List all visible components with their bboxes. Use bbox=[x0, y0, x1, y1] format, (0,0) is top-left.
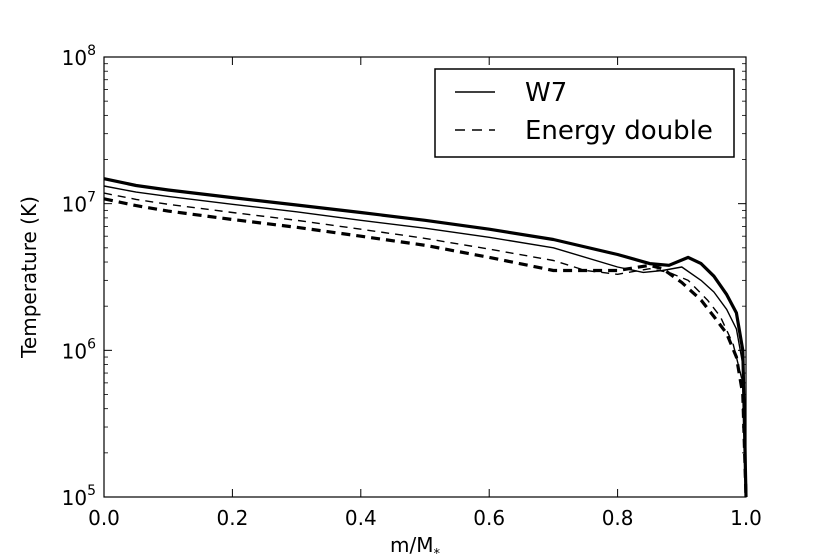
plot-area-frame bbox=[103, 56, 747, 498]
x-axis-label: m/M* bbox=[390, 533, 440, 554]
series-line-w7-thick bbox=[103, 177, 748, 498]
x-tick-label: 0.8 bbox=[602, 506, 634, 530]
x-tick-label: 1.0 bbox=[730, 506, 762, 530]
y-tick-label: 106 bbox=[62, 336, 96, 363]
x-tick-label: 0.2 bbox=[216, 506, 248, 530]
series-line-w7-thin bbox=[103, 185, 747, 498]
series-line-energy-double-thin bbox=[103, 192, 747, 498]
y-tick-label: 105 bbox=[62, 483, 96, 510]
series-layer bbox=[103, 177, 748, 498]
x-tick-label: 0.6 bbox=[473, 506, 505, 530]
x-tick-label: 0.0 bbox=[88, 506, 120, 530]
ticks-layer: 0.0 0.2 0.4 0.6 0.8 1.0 105 106 107 108 bbox=[62, 43, 762, 530]
y-axis-label: Temperature (K) bbox=[17, 196, 41, 359]
legend-label-w7: W7 bbox=[525, 78, 567, 108]
x-tick-label: 0.4 bbox=[345, 506, 377, 530]
legend: W7 Energy double bbox=[434, 68, 735, 158]
legend-label-energy-double: Energy double bbox=[525, 116, 713, 146]
y-tick-label: 108 bbox=[62, 43, 96, 70]
y-tick-label: 107 bbox=[62, 190, 96, 217]
legend-frame bbox=[434, 68, 735, 158]
